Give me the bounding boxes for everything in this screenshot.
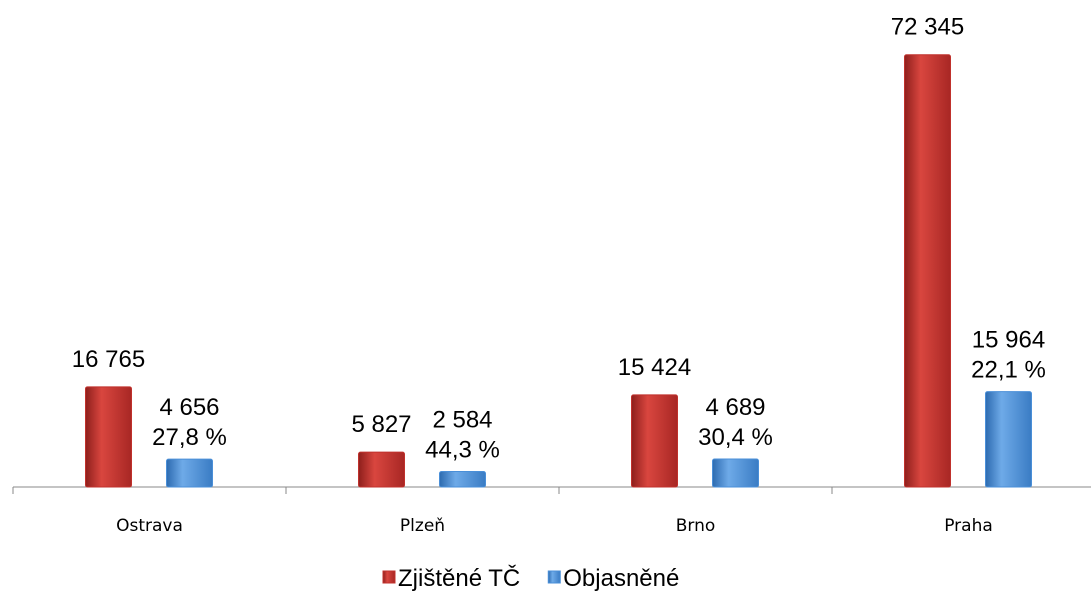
bar xyxy=(358,451,405,488)
share-label: 22,1 % xyxy=(971,357,1046,384)
data-label: 15 424 xyxy=(618,354,691,381)
x-tick-label: Praha xyxy=(944,516,993,536)
x-tick-label: Ostrava xyxy=(116,516,183,536)
data-label: 4 689 xyxy=(705,394,765,421)
share-label: 30,4 % xyxy=(698,424,773,451)
x-tick-label: Brno xyxy=(676,516,716,536)
share-label: 27,8 % xyxy=(152,424,227,451)
legend-swatch xyxy=(547,570,561,584)
bar xyxy=(712,458,759,488)
data-label: 15 964 xyxy=(972,327,1045,354)
x-tick-label: Plzeň xyxy=(400,516,445,536)
bar xyxy=(166,458,213,488)
share-label: 44,3 % xyxy=(425,437,500,464)
bar xyxy=(85,386,132,488)
data-label: 5 827 xyxy=(351,411,411,438)
bar xyxy=(904,54,951,488)
data-label: 2 584 xyxy=(432,407,492,434)
data-label: 4 656 xyxy=(159,394,219,421)
legend-label: Objasněné xyxy=(563,565,679,592)
bar xyxy=(985,391,1032,488)
data-label: 72 345 xyxy=(891,14,964,41)
data-label: 16 765 xyxy=(72,346,145,373)
bar xyxy=(439,471,486,488)
bar xyxy=(631,394,678,488)
legend-label: Zjištěné TČ xyxy=(398,564,520,592)
legend-swatch xyxy=(382,570,396,584)
